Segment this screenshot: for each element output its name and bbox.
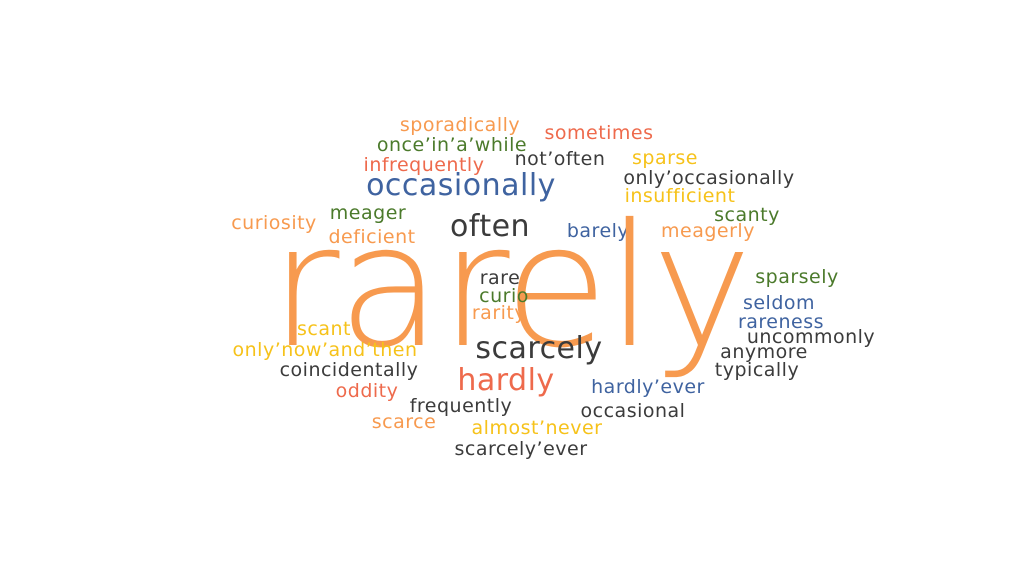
word-rarely: rarely: [269, 188, 753, 386]
word-infrequently: infrequently: [363, 154, 485, 176]
word-often: often: [449, 209, 531, 244]
word-hardly: hardly: [457, 363, 555, 398]
word-sparsely: sparsely: [755, 266, 839, 288]
word-coincidentally: coincidentally: [279, 359, 419, 381]
word-anymore: anymore: [720, 341, 808, 363]
word-meagerly: meagerly: [661, 220, 755, 242]
word-hardly-ever: hardly’ever: [591, 376, 705, 398]
word-uncommonly: uncommonly: [746, 326, 876, 348]
word-deficient: deficient: [328, 226, 416, 248]
word-occasional: occasional: [580, 400, 686, 422]
word-sporadically: sporadically: [399, 114, 521, 136]
word-only-now-and-then: only’now’and’then: [232, 339, 418, 361]
word-rare: rare: [479, 267, 521, 289]
word-typically: typically: [714, 359, 800, 381]
word-seldom: seldom: [742, 292, 816, 314]
word-oddity: oddity: [335, 380, 399, 402]
word-only-occasionally: only’occasionally: [623, 167, 795, 189]
word-scant: scant: [297, 318, 351, 340]
word-barely: barely: [566, 220, 630, 242]
word-rareness: rareness: [737, 311, 825, 333]
word-sparse: sparse: [631, 147, 699, 169]
word-curiosity: curiosity: [231, 212, 317, 234]
word-not-often: not’often: [514, 148, 606, 170]
word-scarce: scarce: [371, 411, 437, 433]
word-once-in-a-while: once’in’a’while: [376, 134, 528, 156]
word-scarcely-ever: scarcely’ever: [454, 438, 588, 460]
word-scarcely: scarcely: [475, 331, 603, 366]
word-frequently: frequently: [409, 395, 513, 417]
word-meager: meager: [329, 202, 407, 224]
word-almost-never: almost’never: [471, 417, 603, 439]
word-insufficient: insufficient: [624, 185, 736, 207]
word-scanty: scanty: [714, 204, 780, 226]
word-rarity: rarity: [471, 302, 527, 324]
word-sometimes: sometimes: [544, 122, 654, 144]
word-curio: curio: [479, 285, 529, 307]
word-occasionally: occasionally: [366, 168, 556, 203]
